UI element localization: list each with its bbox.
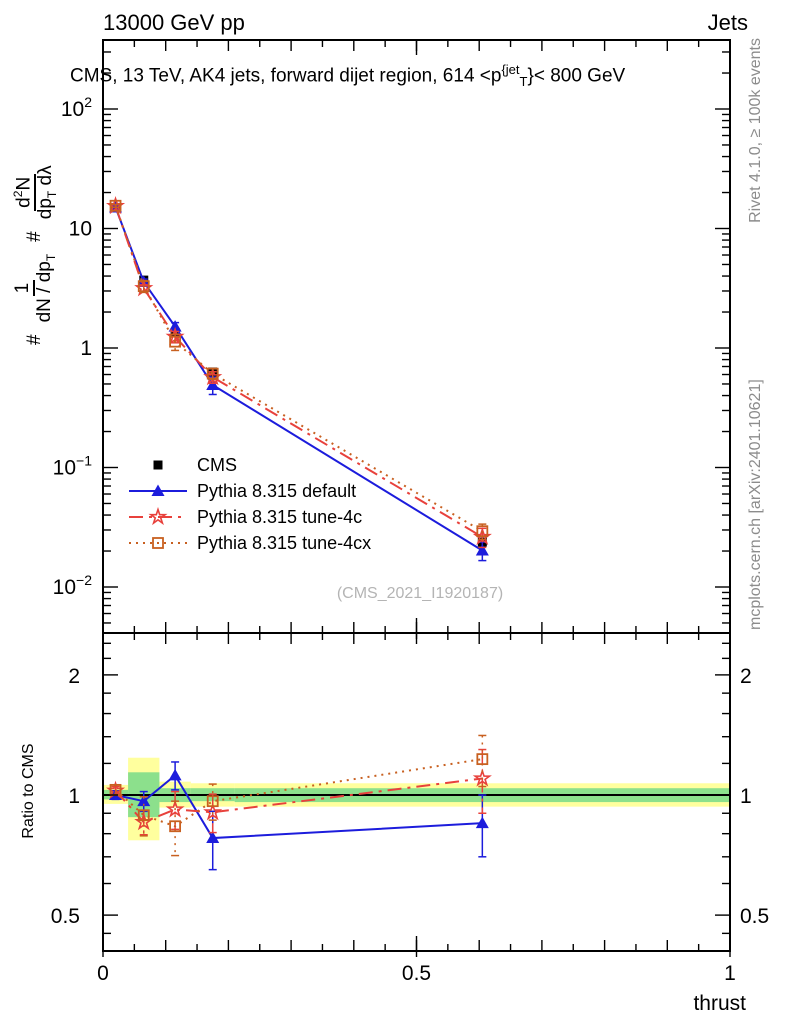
svg-text:1: 1: [80, 337, 92, 360]
svg-text:10−1: 10−1: [53, 453, 93, 480]
tune-4c-marker-swatch: [127, 506, 189, 527]
legend-item-pythia-default: Pythia 8.315 default: [127, 478, 371, 504]
fraction-1: 1 dN / dpT: [11, 253, 58, 323]
svg-text:102: 102: [61, 94, 92, 121]
svg-text:10: 10: [69, 218, 92, 241]
mcplots-arxiv-note: mcplots.cern.ch [arXiv:2401.10621]: [747, 379, 764, 630]
fraction-2: d2N dpT dλ: [10, 165, 59, 220]
svg-text:1: 1: [724, 962, 736, 985]
legend: CMS Pythia 8.315 default Pythia 8.315 tu…: [127, 452, 371, 556]
svg-text:0.5: 0.5: [51, 905, 80, 928]
svg-text:2: 2: [740, 665, 752, 688]
beam-energy-label: 13000 GeV pp: [103, 10, 245, 35]
svg-text:2: 2: [68, 665, 80, 688]
x-axis-label: thrust: [693, 992, 746, 1015]
analysis-id-watermark: (CMS_2021_I1920187): [336, 585, 504, 602]
legend-item-tune-4c: Pythia 8.315 tune-4c: [127, 504, 371, 530]
svg-text:1: 1: [68, 785, 80, 808]
svg-text:0: 0: [97, 962, 109, 985]
pythia-default-marker-swatch: [127, 481, 189, 501]
plot-title: CMS, 13 TeV, AK4 jets, forward dijet reg…: [70, 62, 626, 90]
legend-item-cms: CMS: [127, 452, 371, 478]
legend-item-tune-4cx: Pythia 8.315 tune-4cx: [127, 530, 371, 556]
cms-marker-swatch: [127, 455, 189, 475]
svg-text:0.5: 0.5: [402, 962, 431, 985]
tune-4cx-marker-swatch: [127, 533, 189, 553]
analysis-group-label: Jets: [707, 10, 748, 35]
svg-text:10−2: 10−2: [53, 572, 93, 599]
svg-text:0.5: 0.5: [740, 905, 769, 928]
y-axis-label: # 1 dN / dpT # d2N dpT dλ: [6, 40, 64, 345]
ratio-axis-label: Ratio to CMS: [20, 743, 37, 839]
rivet-version-note: Rivet 4.1.0, ≥ 100k events: [747, 38, 764, 223]
svg-text:1: 1: [740, 785, 752, 808]
